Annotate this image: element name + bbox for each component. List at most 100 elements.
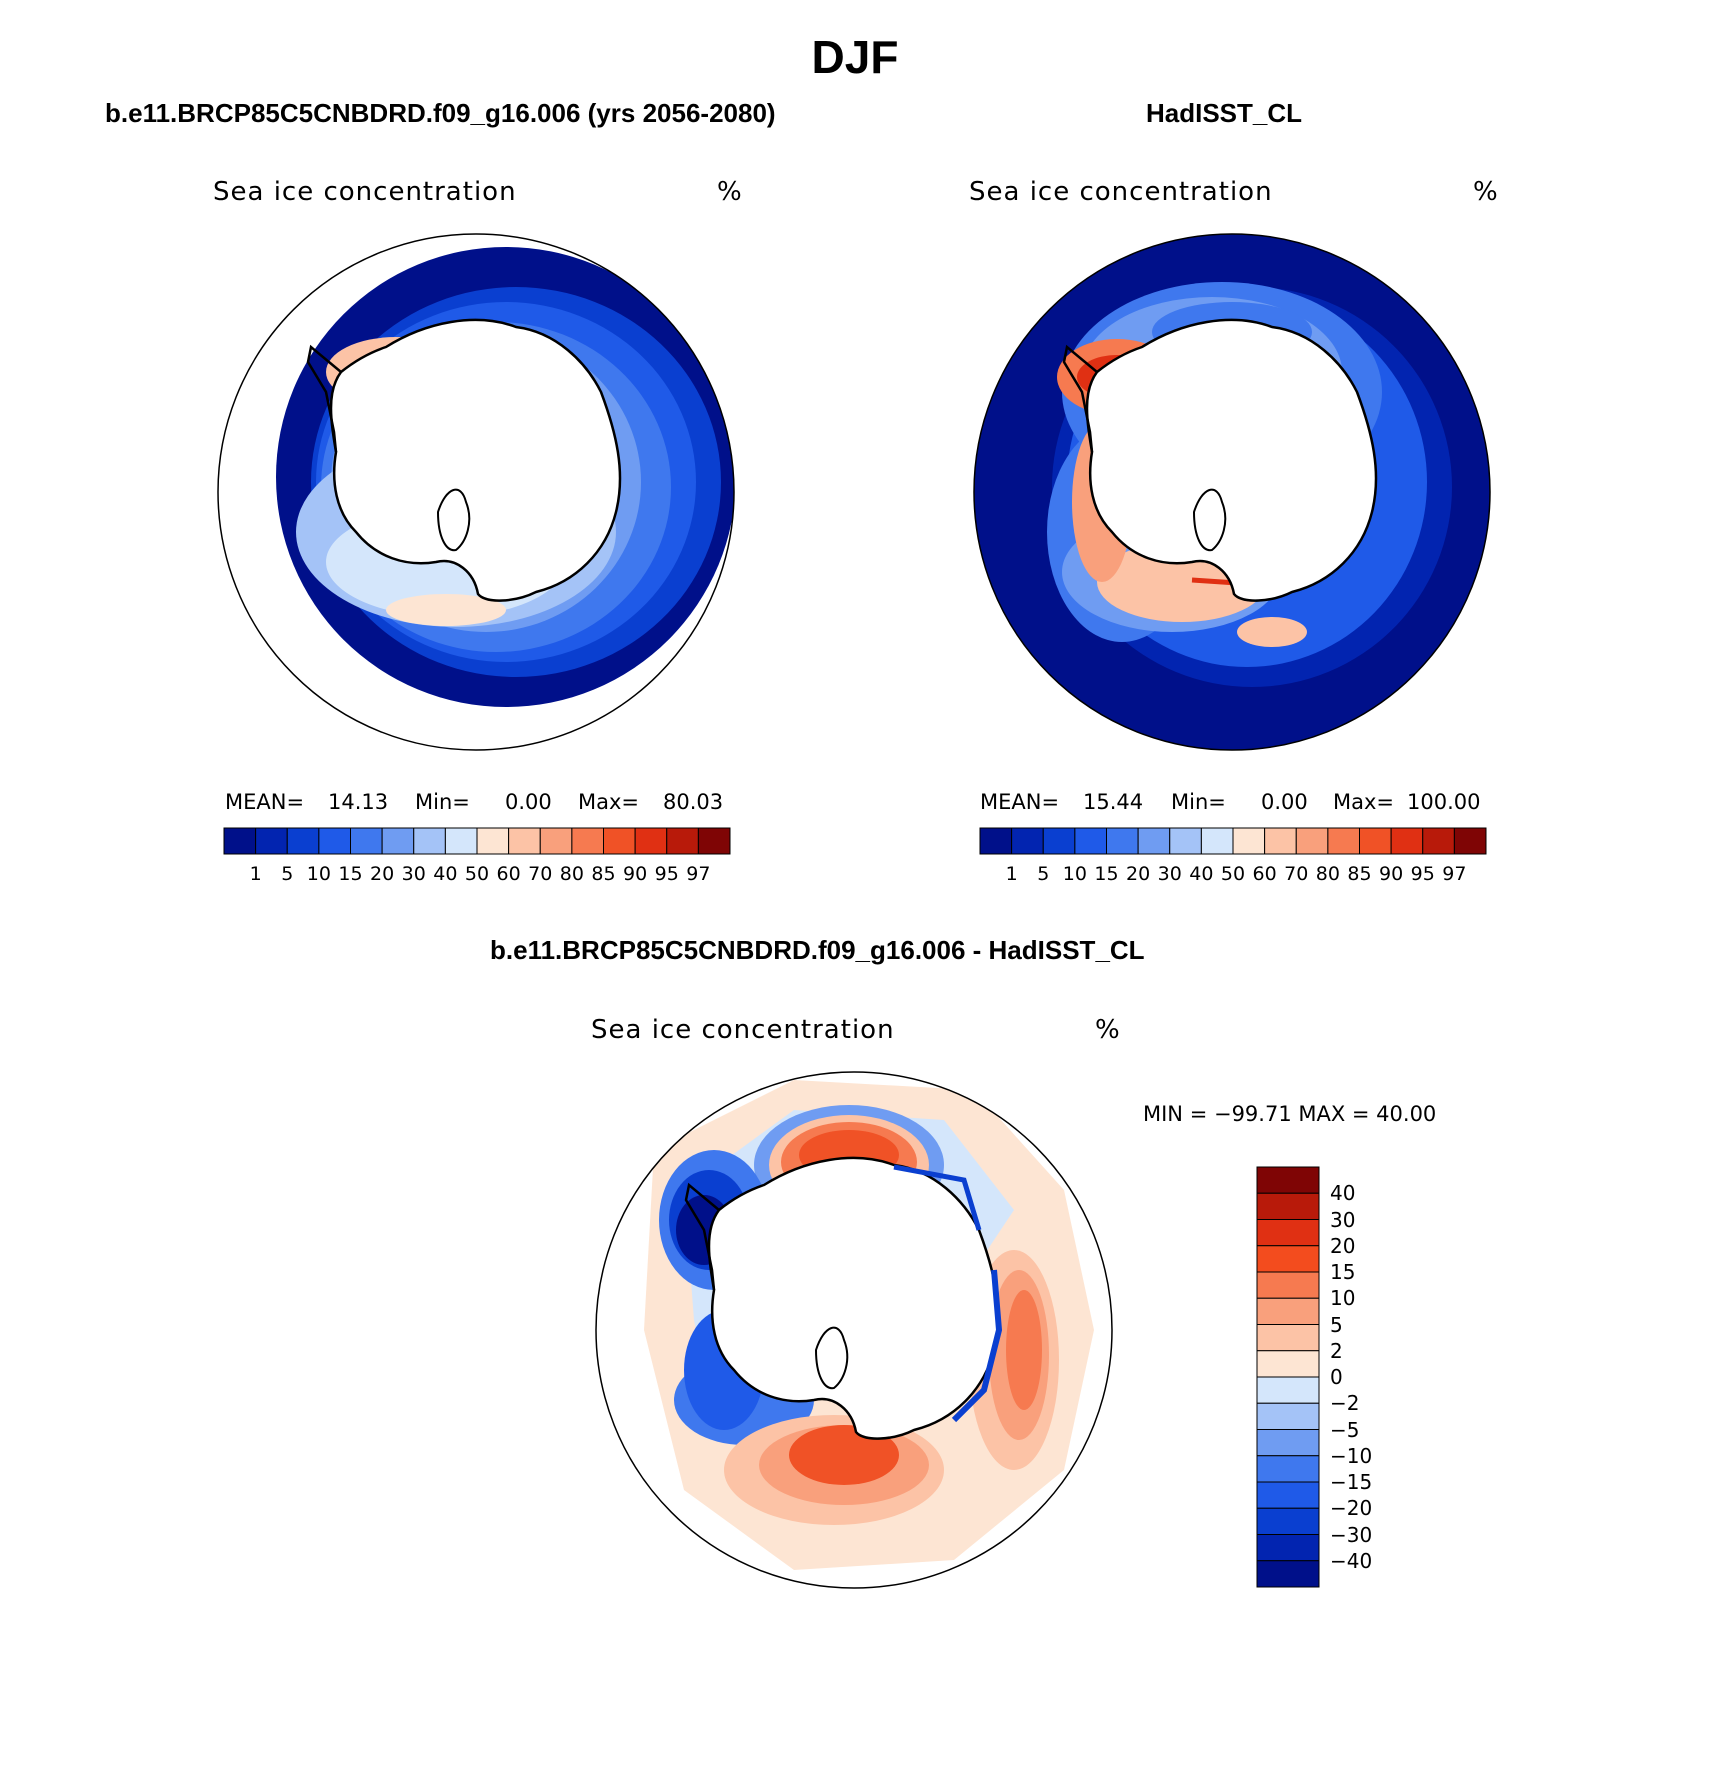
panel-diff-variable-label: Sea ice concentration: [591, 1015, 895, 1045]
colorbar-swatch: [255, 827, 288, 855]
panel-model-units: %: [717, 177, 743, 207]
main-title: DJF: [811, 31, 899, 83]
colorbar-swatch: [1137, 827, 1171, 855]
colorbar-swatch: [571, 827, 604, 855]
panel-obs-units: %: [1473, 177, 1499, 207]
colorbar-tick-label: −15: [1330, 1470, 1373, 1494]
panel-obs-variable-label: Sea ice concentration: [969, 177, 1273, 207]
colorbar-tick-label: 10: [1062, 863, 1087, 885]
colorbar-swatch: [1264, 827, 1297, 855]
map-boundary: [595, 1071, 1113, 1589]
colorbar-swatch: [1074, 827, 1107, 855]
peninsula-outline: [1062, 344, 1098, 453]
colorbar-tick-label: 40: [1330, 1181, 1356, 1206]
colorbar-swatch: [286, 827, 320, 855]
colorbar-swatch: [1256, 1166, 1320, 1194]
panel-model-max-label: Max=: [578, 790, 640, 814]
colorbar-tick-label: 70: [528, 863, 553, 885]
colorbar-tick-label: 0: [1330, 1365, 1343, 1389]
panel-obs-mean-label: MEAN=: [980, 790, 1060, 814]
colorbar-tick-label: 95: [654, 863, 679, 885]
colorbar-swatch: [979, 827, 1013, 855]
colorbar-tick-label: 90: [1379, 863, 1404, 885]
colorbar-tick-label: 15: [338, 863, 363, 885]
colorbar-tick-label: 85: [591, 863, 616, 885]
colorbar-tick-label: 10: [306, 863, 331, 885]
panel-obs-min: 0.00: [1261, 790, 1308, 814]
colorbar-tick-label: 10: [1330, 1286, 1356, 1311]
colorbar-tick-label: 20: [1330, 1233, 1356, 1258]
panel-diff-map: [595, 1071, 1113, 1589]
colorbar-tick-label: 97: [1442, 863, 1467, 885]
map-boundary: [217, 233, 735, 751]
colorbar-swatch: [1256, 1271, 1320, 1299]
panel-model-mean-label: MEAN=: [225, 790, 305, 814]
colorbar-swatch: [223, 827, 257, 855]
colorbar-swatch: [1232, 827, 1266, 855]
colorbar-tick-label: 5: [1330, 1312, 1343, 1337]
colorbar-swatch: [1256, 1481, 1320, 1509]
colorbar-swatch: [1200, 827, 1234, 855]
panel-diff-units: %: [1095, 1015, 1121, 1045]
panel-model-map: [217, 233, 735, 751]
colorbar-swatch: [350, 827, 383, 855]
colorbar-tick-label: −5: [1330, 1417, 1360, 1442]
colorbar-tick-label: 80: [1315, 863, 1340, 885]
colorbar-tick-label: 85: [1347, 863, 1372, 885]
colorbar-swatch: [1359, 827, 1392, 855]
colorbar-swatch: [508, 827, 541, 855]
colorbar-swatch: [476, 827, 510, 855]
colorbar-tick-label: −10: [1330, 1443, 1373, 1468]
colorbar-swatch: [1453, 827, 1487, 855]
colorbar-tick-label: −20: [1330, 1496, 1373, 1521]
colorbar-swatch: [318, 827, 351, 855]
colorbar-swatch: [634, 827, 668, 855]
colorbar-tick-label: 30: [401, 863, 426, 885]
colorbar-tick-label: 30: [1330, 1207, 1356, 1232]
colorbar-tick-label: 30: [1157, 863, 1182, 885]
colorbar-swatch: [1295, 827, 1329, 855]
colorbar-swatch: [666, 827, 699, 855]
colorbar-swatch: [1169, 827, 1202, 855]
colorbar-swatch: [1256, 1192, 1320, 1220]
colorbar-tick-label: 95: [1410, 863, 1435, 885]
panel-model-title: b.e11.BRCP85C5CNBDRD.f09_g16.006 (yrs 20…: [105, 98, 776, 128]
panel-obs-title: HadISST_CL: [1146, 98, 1303, 128]
colorbar-tick-label: 1: [249, 863, 262, 885]
colorbar-tick-label: 97: [686, 863, 711, 885]
colorbar-swatch: [413, 827, 446, 855]
panel-diff-title: b.e11.BRCP85C5CNBDRD.f09_g16.006 - HadIS…: [490, 935, 1145, 965]
colorbar-swatch: [1256, 1560, 1320, 1588]
panel-model-colorbar: [223, 827, 731, 855]
colorbar-swatch: [1256, 1324, 1320, 1352]
colorbar-swatch: [1327, 827, 1360, 855]
panel-model-min: 0.00: [505, 790, 552, 814]
panel-diff-colorbar: [1256, 1166, 1320, 1588]
peninsula-outline: [306, 344, 342, 453]
colorbar-swatch: [1390, 827, 1424, 855]
colorbar-swatch: [1256, 1297, 1320, 1325]
colorbar-swatch: [1256, 1429, 1320, 1457]
colorbar-tick-label: 5: [1037, 863, 1050, 885]
panel-model-min-label: Min=: [415, 790, 470, 814]
colorbar-tick-label: 20: [1126, 863, 1151, 885]
colorbar-tick-label: 50: [464, 863, 490, 885]
colorbar-swatch: [1011, 827, 1044, 855]
colorbar-tick-label: 60: [496, 863, 521, 885]
colorbar-tick-label: 1: [1005, 863, 1018, 885]
colorbar-swatch: [444, 827, 478, 855]
panel-obs-colorbar-labels: 1 5 10 15 20 30 40 50 60 70 80 85 90 95 97: [980, 863, 1486, 887]
colorbar-tick-label: 80: [559, 863, 584, 885]
colorbar-tick-label: 70: [1284, 863, 1309, 885]
colorbar-swatch: [1256, 1350, 1320, 1378]
colorbar-swatch: [1256, 1455, 1320, 1483]
peninsula-outline: [684, 1182, 720, 1291]
colorbar-tick-label: 50: [1220, 863, 1246, 885]
colorbar-swatch: [1256, 1507, 1320, 1535]
colorbar-tick-label: 5: [281, 863, 294, 885]
colorbar-tick-label: 15: [1094, 863, 1119, 885]
colorbar-swatch: [381, 827, 415, 855]
panel-obs-max-label: Max=: [1333, 790, 1395, 814]
colorbar-swatch: [1422, 827, 1455, 855]
map-boundary: [973, 233, 1491, 751]
